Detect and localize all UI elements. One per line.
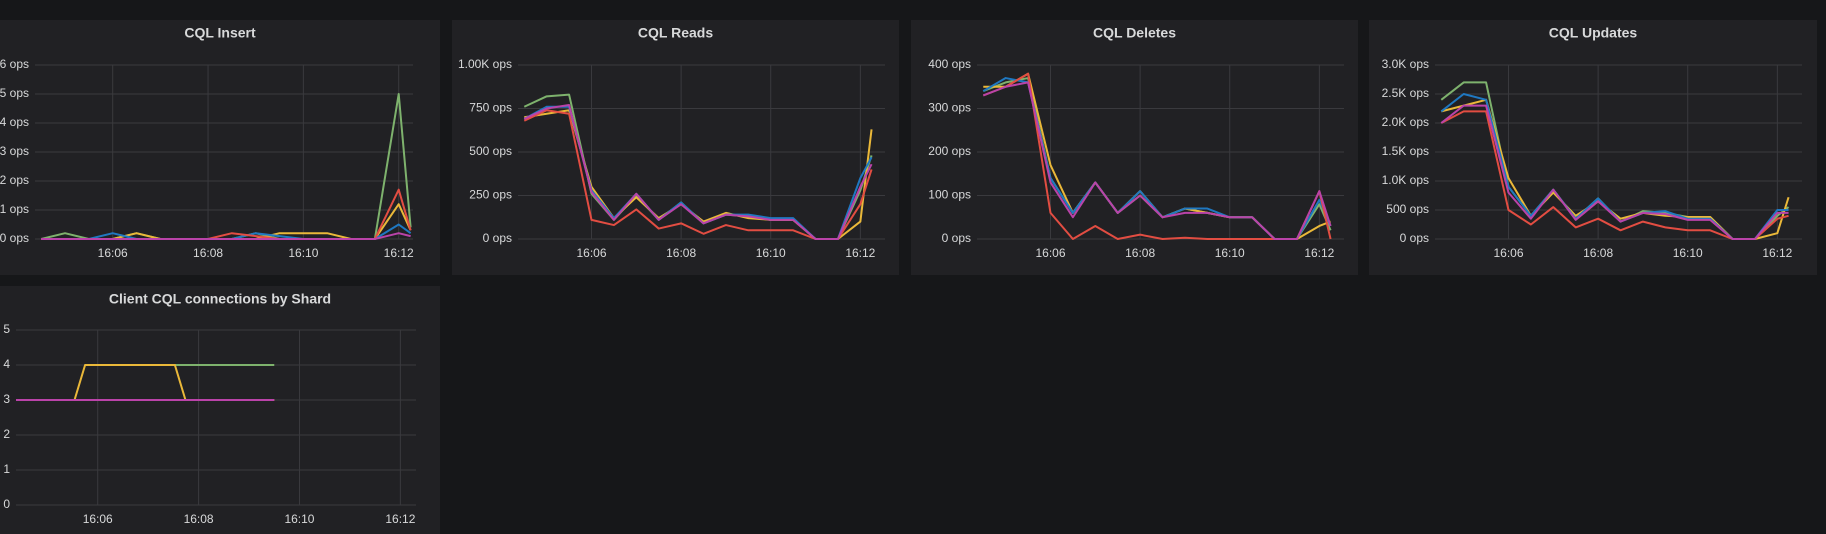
panel-background — [452, 20, 899, 275]
x-tick-label: 16:08 — [193, 246, 223, 260]
y-tick-label: 300 ops — [928, 101, 971, 115]
x-tick-label: 16:10 — [756, 246, 786, 260]
series-line — [1440, 104, 1789, 240]
y-tick-label: 3 — [3, 392, 10, 406]
panel-title: Client CQL connections by Shard — [109, 291, 331, 307]
y-tick-label: 500 ops — [469, 144, 512, 158]
y-tick-label: 6 ops — [0, 57, 29, 71]
panel: CQL Insert 0 ops 1 ops 2 ops 3 ops 4 ops 5 ops… — [0, 20, 440, 275]
y-tick-label: 3.0K ops — [1382, 57, 1429, 71]
x-tick-label: 16:12 — [385, 512, 415, 526]
x-tick-label: 16:10 — [1673, 246, 1703, 260]
y-tick-label: 4 — [3, 357, 10, 371]
x-tick-label: 16:06 — [1035, 246, 1065, 260]
x-tick-label: 16:10 — [284, 512, 314, 526]
y-tick-label: 4 ops — [0, 115, 29, 129]
y-tick-label: 5 ops — [0, 86, 29, 100]
panel-title: CQL Deletes — [1093, 25, 1176, 41]
panel: Client CQL connections by Shard 0 1 2 3 4 5 16:… — [0, 286, 440, 534]
y-tick-label: 400 ops — [928, 57, 971, 71]
series-line — [523, 104, 873, 240]
x-tick-label: 16:12 — [1762, 246, 1792, 260]
panel-background — [1369, 20, 1817, 275]
y-tick-label: 0 ops — [0, 231, 29, 245]
y-tick-label: 5 — [3, 322, 10, 336]
panel-title: CQL Updates — [1549, 25, 1638, 41]
x-tick-label: 16:06 — [83, 512, 113, 526]
y-tick-label: 750 ops — [469, 101, 512, 115]
panel-background — [911, 20, 1358, 275]
panel: CQL Reads 0 ops 250 ops 500 ops 750 ops 1.00K… — [452, 20, 899, 275]
y-tick-label: 1.0K ops — [1382, 173, 1429, 187]
y-tick-label: 2 — [3, 427, 10, 441]
x-tick-label: 16:12 — [384, 246, 414, 260]
x-tick-label: 16:08 — [666, 246, 696, 260]
y-tick-label: 2.0K ops — [1382, 115, 1429, 129]
panel: CQL Deletes 0 ops 100 ops 200 ops 300 ops 400… — [911, 20, 1358, 275]
y-tick-label: 2 ops — [0, 173, 29, 187]
y-tick-label: 1.00K ops — [458, 57, 512, 71]
y-tick-label: 250 ops — [469, 188, 512, 202]
panel-title: CQL Reads — [638, 25, 713, 41]
panel: CQL Updates 0 ops 500 ops 1.0K ops 1.5K ops 2… — [1369, 20, 1817, 275]
panel-background — [0, 286, 440, 534]
y-tick-label: 0 — [3, 497, 10, 511]
y-tick-label: 200 ops — [928, 144, 971, 158]
y-tick-label: 2.5K ops — [1382, 86, 1429, 100]
panel-title: CQL Insert — [184, 25, 256, 41]
y-tick-label: 0 ops — [1400, 231, 1429, 245]
y-tick-label: 100 ops — [928, 188, 971, 202]
y-tick-label: 0 ops — [483, 231, 512, 245]
y-tick-label: 3 ops — [0, 144, 29, 158]
y-tick-label: 500 ops — [1386, 202, 1429, 216]
x-tick-label: 16:12 — [845, 246, 875, 260]
x-tick-label: 16:06 — [1493, 246, 1523, 260]
series-line — [41, 232, 411, 240]
series-line — [982, 81, 1332, 240]
y-tick-label: 0 ops — [942, 231, 971, 245]
y-tick-label: 1 ops — [0, 202, 29, 216]
x-tick-label: 16:10 — [1215, 246, 1245, 260]
y-tick-label: 1 — [3, 462, 10, 476]
x-tick-label: 16:06 — [98, 246, 128, 260]
panel-background — [0, 20, 440, 275]
x-tick-label: 16:08 — [1125, 246, 1155, 260]
x-tick-label: 16:06 — [576, 246, 606, 260]
x-tick-label: 16:12 — [1304, 246, 1334, 260]
x-tick-label: 16:08 — [184, 512, 214, 526]
x-tick-label: 16:08 — [1583, 246, 1613, 260]
y-tick-label: 1.5K ops — [1382, 144, 1429, 158]
x-tick-label: 16:10 — [288, 246, 318, 260]
